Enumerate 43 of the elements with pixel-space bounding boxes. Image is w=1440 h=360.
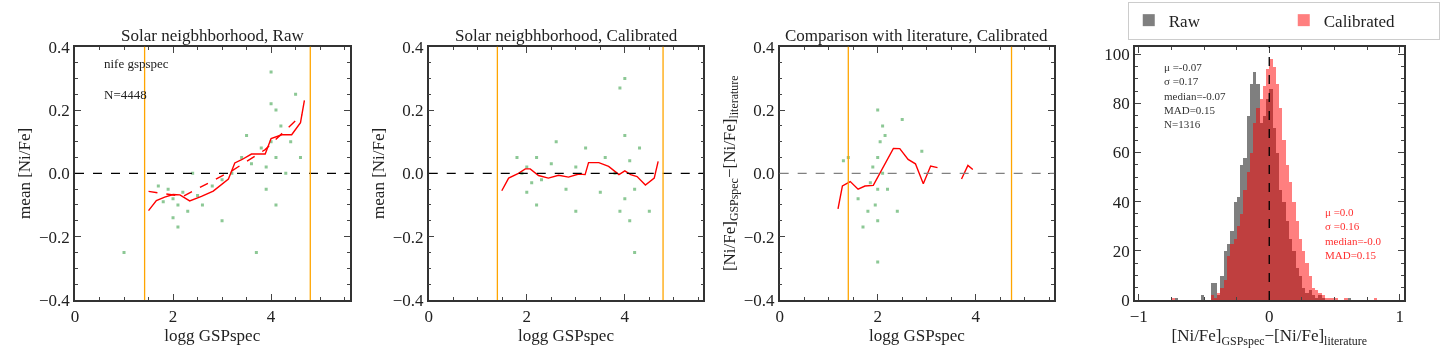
- y-tick-label: −0.4: [743, 290, 776, 310]
- y-tick-label: −0.4: [39, 290, 71, 310]
- chart-title: Solar neigbhborhood, Raw: [121, 26, 305, 45]
- x-tick-label: 2: [873, 307, 882, 327]
- x-tick-label: 1: [1395, 307, 1405, 327]
- x-axis-title: logg GSPspec: [868, 326, 966, 346]
- y-tick-label: 0.0: [48, 164, 70, 184]
- x-tick-label: 2: [522, 307, 532, 327]
- y-tick-label: 40: [1112, 192, 1130, 212]
- y-tick-label: 0: [1121, 290, 1130, 310]
- y-tick-label: 0.4: [48, 37, 71, 57]
- y-tick-label: −0.2: [743, 227, 775, 247]
- annotation: μ =-0.07 σ =0.17 median=-0.07 MAD=0.15 N=1316: [1164, 61, 1226, 131]
- x-tick-label: 4: [620, 307, 630, 327]
- y-tick-label: 0.0: [402, 164, 424, 184]
- y-tick-label: 0.2: [753, 101, 775, 121]
- y-tick-label: 80: [1112, 94, 1130, 114]
- y-tick-label: 20: [1112, 241, 1130, 261]
- y-tick-label: −0.2: [39, 227, 70, 247]
- y-tick-label: 0.0: [753, 164, 775, 184]
- x-axis-title: [Ni/Fe]$_{GSPspec}$−[Ni/Fe]$_{literature}$: [1171, 326, 1368, 348]
- y-tick-label: 100: [1104, 45, 1130, 65]
- y-tick-label: 60: [1112, 143, 1130, 163]
- x-tick-label: 4: [971, 307, 981, 327]
- chart-title: Solar neigbhborhood, Calibrated: [455, 26, 678, 45]
- y-tick-label: 0.4: [402, 37, 425, 57]
- y-tick-label: 0.2: [48, 101, 70, 121]
- x-tick-label: 2: [168, 307, 178, 327]
- annotation: μ =0.0 σ =0.16 median=-0.0 MAD=0.15: [1325, 206, 1382, 261]
- legend-label: Raw: [1168, 11, 1201, 31]
- y-tick-label: 0.2: [402, 101, 424, 121]
- x-tick-label: 0: [1265, 307, 1274, 327]
- x-tick-label: −1: [1129, 307, 1148, 327]
- y-tick-label: −0.2: [392, 227, 424, 247]
- y-axis-title: mean [Ni/Fe]: [368, 127, 388, 219]
- y-axis-title: mean [Ni/Fe]: [15, 127, 35, 219]
- x-tick-label: 4: [266, 307, 276, 327]
- legend-label: Calibrated: [1323, 11, 1396, 31]
- y-tick-label: −0.4: [392, 290, 425, 310]
- y-tick-label: 0.4: [753, 37, 776, 57]
- x-axis-title: logg GSPspec: [518, 326, 615, 346]
- chart-title: Comparison with literature, Calibrated: [785, 26, 1048, 45]
- x-axis-title: logg GSPspec: [164, 326, 261, 346]
